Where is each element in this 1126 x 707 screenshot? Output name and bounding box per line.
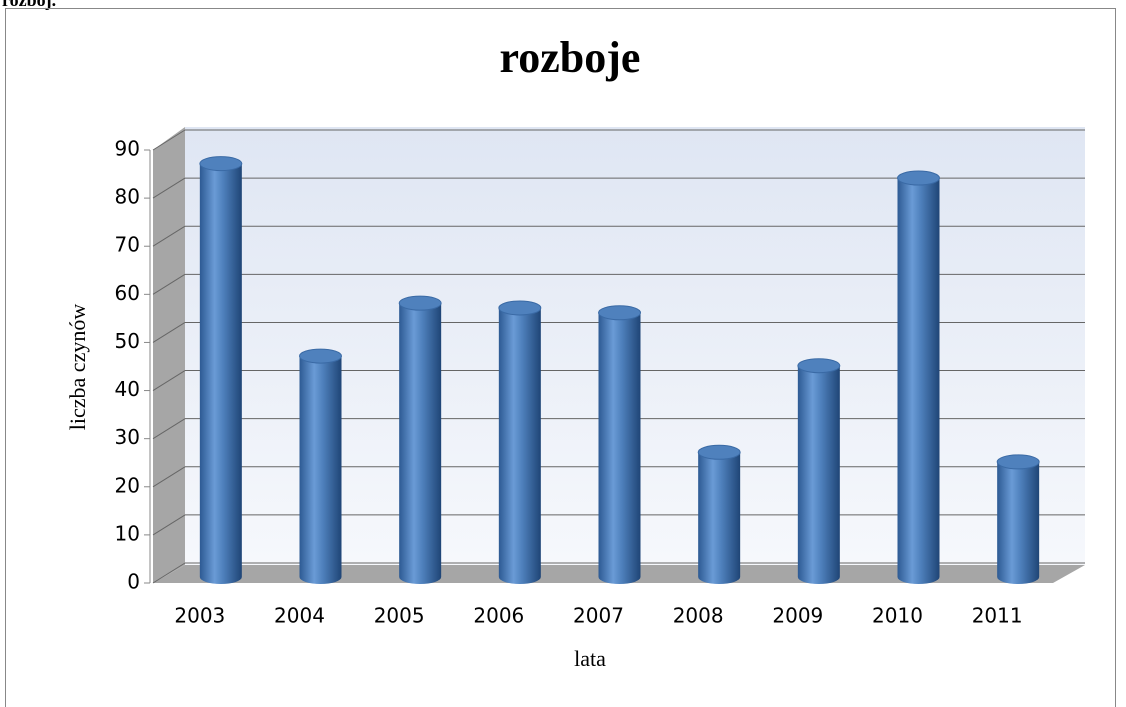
bar <box>498 300 541 584</box>
y-tick-label: 0 <box>127 570 140 594</box>
grid-line <box>152 514 186 536</box>
bar <box>598 305 641 584</box>
x-tick-label: 2006 <box>473 604 524 628</box>
bar <box>997 454 1040 584</box>
grid-line <box>152 466 186 488</box>
x-tick-label: 2011 <box>972 604 1023 628</box>
grid-line <box>152 370 186 391</box>
bar <box>199 156 242 584</box>
grid-line <box>152 273 186 295</box>
bar-cap <box>697 444 741 460</box>
y-tick-label: 70 <box>115 233 140 257</box>
y-tick-label: 20 <box>115 473 140 497</box>
bar-cap <box>199 156 243 172</box>
x-tick-label: 2003 <box>174 604 225 628</box>
x-tick-label: 2004 <box>274 604 325 628</box>
grid-line <box>152 418 186 440</box>
x-tick-label: 2005 <box>374 604 425 628</box>
y-tick-label: 40 <box>115 377 140 401</box>
bar <box>399 296 442 584</box>
y-tick-label: 50 <box>115 329 140 353</box>
bar-cap <box>797 358 841 374</box>
bar <box>698 445 741 584</box>
x-axis-title: lata <box>574 646 606 671</box>
x-tick-label: 2008 <box>673 604 724 628</box>
chart-title: rozboje <box>500 33 641 82</box>
grid-line <box>152 322 186 343</box>
bar <box>299 349 342 584</box>
bar-cap <box>498 300 542 316</box>
grid-line <box>152 129 186 151</box>
x-tick-label: 2010 <box>872 604 923 628</box>
y-tick-label: 60 <box>115 281 140 305</box>
bar-cap <box>996 454 1040 470</box>
page-heading: rozboj. <box>2 0 56 10</box>
bar-cap <box>398 295 442 311</box>
bar-cap <box>299 348 342 364</box>
bar <box>897 171 940 584</box>
bar <box>797 358 840 584</box>
grid-line <box>152 562 186 584</box>
grid-line <box>152 177 186 199</box>
chart-border <box>5 8 1116 707</box>
bar-cap <box>598 305 641 321</box>
y-tick-label: 80 <box>115 185 140 209</box>
y-tick-label: 10 <box>115 521 140 545</box>
bar-cap <box>897 170 940 186</box>
x-tick-label: 2007 <box>573 604 624 628</box>
y-axis-title: liczba czynów <box>65 304 90 431</box>
y-tick-label: 30 <box>115 425 140 449</box>
x-tick-label: 2009 <box>772 604 823 628</box>
grid-line <box>152 225 186 247</box>
y-tick-label: 90 <box>115 137 140 161</box>
